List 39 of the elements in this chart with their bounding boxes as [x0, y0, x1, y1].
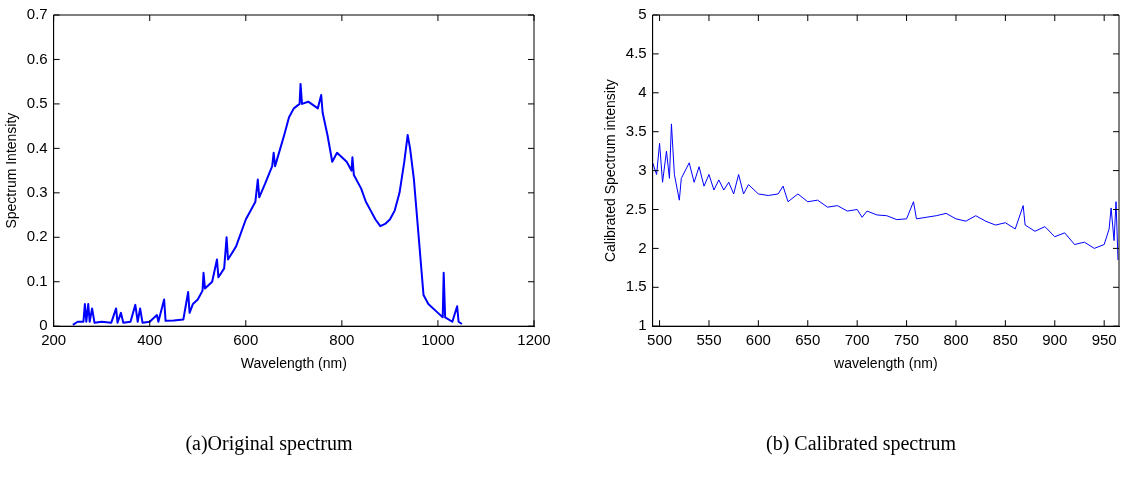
x-tick-label: 1200: [517, 331, 551, 349]
y-tick-label: 4: [638, 82, 647, 100]
x-axis-title: wavelength (nm): [833, 355, 938, 372]
y-tick-label: 0.1: [26, 271, 48, 289]
x-tick-label: 650: [795, 331, 821, 349]
x-tick-label: 600: [233, 331, 259, 349]
x-tick-label: 750: [894, 331, 920, 349]
y-tick-label: 0.2: [26, 227, 48, 245]
text: (a)Original spectrum: [185, 432, 354, 456]
y-tick-label: 0.7: [26, 5, 48, 23]
y-tick-label: 1: [638, 316, 647, 334]
x-tick-label: 550: [696, 331, 722, 349]
x-tick-label: 600: [745, 331, 771, 349]
y-tick-label: 1.5: [625, 277, 647, 295]
x-tick-label: 200: [41, 331, 67, 349]
x-tick-label: 400: [137, 331, 163, 349]
x-tick-label: 1000: [421, 331, 455, 349]
y-tick-label: 0.6: [26, 49, 48, 67]
x-tick-label: 900: [1042, 331, 1068, 349]
x-axis-title: Wavelength (nm): [240, 355, 347, 372]
y-tick-label: 0.5: [26, 94, 48, 112]
x-tick-label: 800: [329, 331, 355, 349]
y-axis-title: Spectrum Intensity: [3, 112, 20, 229]
y-tick-label: 2.5: [625, 199, 647, 217]
x-tick-label: 950: [1091, 331, 1117, 349]
y-tick-label: 4.5: [625, 44, 647, 62]
y-tick-label: 0: [39, 316, 48, 334]
x-tick-label: 700: [844, 331, 870, 349]
y-tick-label: 5: [638, 5, 647, 23]
text: (b) Calibrated spectrum: [766, 432, 957, 456]
y-tick-label: 0.4: [26, 138, 48, 156]
y-tick-label: 3: [638, 160, 647, 178]
y-axis-title: Calibrated Spectrum intensity: [602, 79, 619, 263]
y-tick-label: 3.5: [625, 121, 647, 139]
x-tick-label: 850: [992, 331, 1018, 349]
y-tick-label: 0.3: [26, 182, 48, 200]
y-tick-label: 2: [638, 238, 647, 256]
x-tick-label: 800: [943, 331, 969, 349]
x-tick-label: 500: [647, 331, 673, 349]
